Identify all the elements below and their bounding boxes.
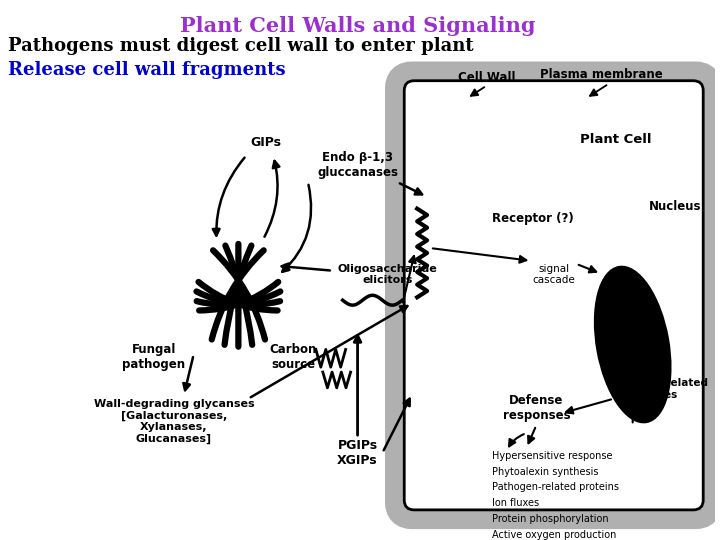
Text: Ion fluxes: Ion fluxes [492,498,539,508]
Text: Cell Wall: Cell Wall [458,71,516,84]
Text: Release cell wall fragments: Release cell wall fragments [8,61,286,79]
Text: Wall-degrading glycanses
[Galacturonases,
Xylanases,
Glucanases]: Wall-degrading glycanses [Galacturonases… [94,399,254,444]
Text: Pathogens must digest cell wall to enter plant: Pathogens must digest cell wall to enter… [8,37,474,56]
Text: Oligosaccharide
elicitors: Oligosaccharide elicitors [338,264,437,286]
Text: Carbon
source: Carbon source [269,342,317,370]
Text: Plant Cell: Plant Cell [580,133,652,146]
Text: signal
cascade: signal cascade [533,264,575,286]
Text: Active oxygen production: Active oxygen production [492,530,616,539]
Text: Phytoalexin synthesis: Phytoalexin synthesis [492,467,598,477]
Text: Pathogen-related proteins: Pathogen-related proteins [492,482,618,492]
Text: PGIPs
XGIPs: PGIPs XGIPs [337,439,378,467]
FancyBboxPatch shape [404,80,703,510]
Ellipse shape [595,267,670,422]
Text: Defense-related
genes: Defense-related genes [613,378,708,400]
Text: Plant Cell Walls and Signaling: Plant Cell Walls and Signaling [180,16,535,36]
FancyBboxPatch shape [400,77,707,514]
Text: Hypersensitive response: Hypersensitive response [492,451,612,461]
Text: Endo β-1,3
gluccanases: Endo β-1,3 gluccanases [317,151,398,179]
Text: Nucleus: Nucleus [649,200,702,213]
Text: Fungal
pathogen: Fungal pathogen [122,342,186,370]
Text: Plasma membrane: Plasma membrane [539,68,662,80]
Text: Protein phosphorylation: Protein phosphorylation [492,514,608,524]
Text: Receptor (?): Receptor (?) [492,212,573,225]
Text: GIPs: GIPs [251,136,282,149]
Text: Defense
responses: Defense responses [503,395,570,422]
